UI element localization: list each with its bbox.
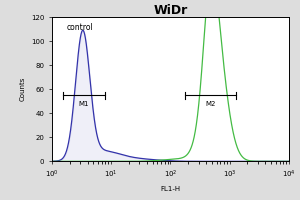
Text: M2: M2 <box>205 101 216 107</box>
Title: WiDr: WiDr <box>153 4 188 17</box>
Y-axis label: Counts: Counts <box>19 77 25 101</box>
X-axis label: FL1-H: FL1-H <box>160 186 181 192</box>
Text: M1: M1 <box>79 101 89 107</box>
Text: control: control <box>67 23 93 32</box>
